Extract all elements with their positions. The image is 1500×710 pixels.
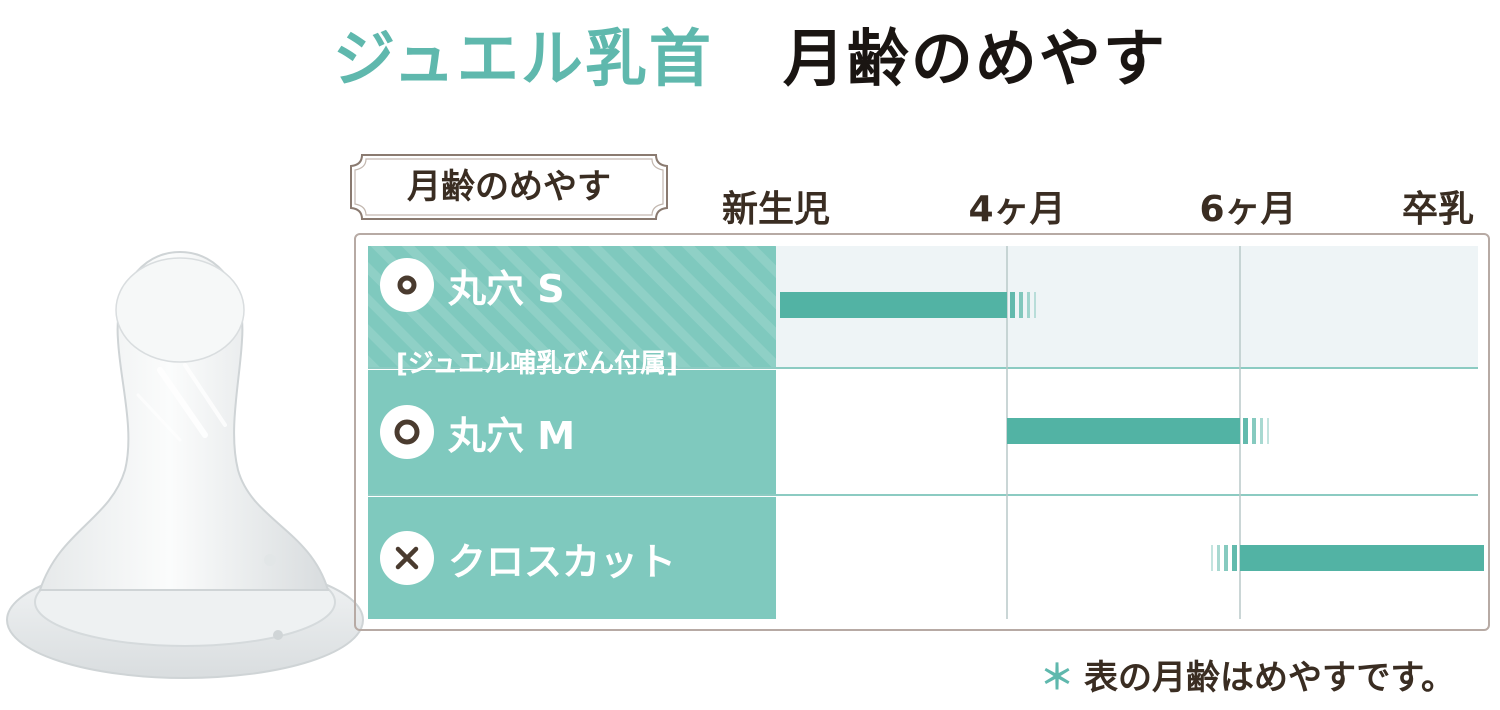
row-name: 丸穴 S	[448, 266, 565, 311]
footnote-text: 表の月齢はめやすです。	[1084, 658, 1455, 698]
page-title: ジュエル乳首 月齢のめやす	[0, 8, 1500, 98]
axis-label-newborn: 新生児	[721, 189, 831, 230]
row-name: クロスカット	[448, 539, 677, 584]
row-note: [ジュエル哺乳びん付属]	[396, 349, 678, 379]
bar-fade-tick	[1243, 418, 1248, 444]
axis-label-weaning: 卒乳	[1401, 189, 1475, 230]
bar-fade-tick	[1010, 292, 1015, 318]
axis-label-4-months: 4ヶ月	[968, 189, 1066, 230]
row-label-maruana-m: 丸穴 M	[368, 402, 776, 462]
bar-fade-tick	[1211, 545, 1213, 571]
age-range-bar	[780, 292, 1007, 318]
small-round-hole-icon	[380, 258, 434, 312]
row-label-bg-s	[368, 246, 776, 367]
age-range-bar	[1007, 418, 1240, 444]
bar-fade-tick	[1252, 418, 1256, 444]
footnote: ＊表の月齢はめやすです。	[1040, 650, 1455, 699]
age-range-bar	[1240, 545, 1484, 571]
large-round-hole-icon	[380, 405, 434, 459]
axis-label-6-months: 6ヶ月	[1199, 189, 1297, 230]
row-name: 丸穴 M	[448, 413, 576, 458]
row-label-crosscut: クロスカット	[368, 528, 776, 588]
footnote-asterisk-icon: ＊	[1040, 658, 1074, 698]
tag-frame-icon	[350, 154, 668, 220]
nipple-product-image	[6, 250, 364, 679]
chart-section-tag: 月齢のめやす	[348, 152, 670, 222]
bar-fade-tick	[1260, 418, 1263, 444]
bar-fade-tick	[1224, 545, 1228, 571]
bar-fade-tick	[1232, 545, 1237, 571]
cross-cut-icon	[380, 531, 434, 585]
bar-fade-tick	[1267, 418, 1269, 444]
chart-frame	[354, 233, 1490, 631]
row-label-bg-cross	[368, 497, 776, 619]
title-main: 月齢のめやす	[782, 22, 1167, 95]
bar-fade-tick	[1027, 292, 1030, 318]
bar-fade-tick	[1217, 545, 1220, 571]
section-tag-label: 月齢のめやす	[407, 167, 611, 207]
row-label-maruana-s: 丸穴 S [ジュエル哺乳びん付属]	[368, 255, 776, 379]
row-label-bg-m	[368, 370, 776, 494]
bar-fade-tick	[1019, 292, 1023, 318]
bar-fade-tick	[1034, 292, 1036, 318]
title-product: ジュエル乳首	[333, 22, 713, 95]
